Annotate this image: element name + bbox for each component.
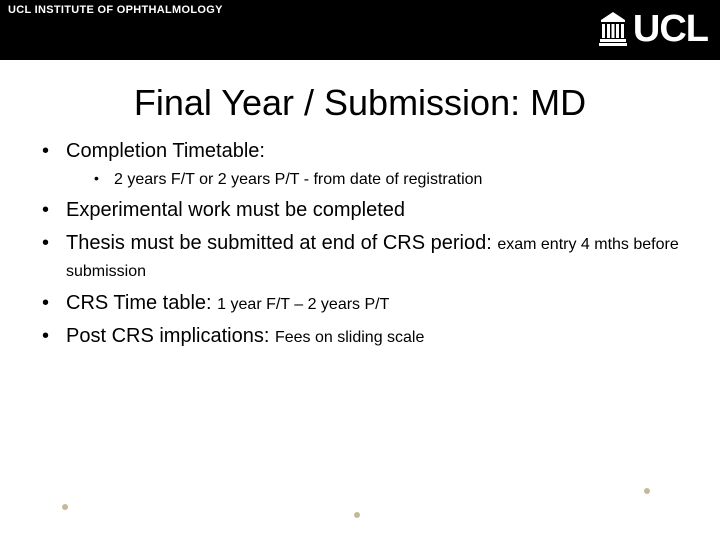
decor-dot bbox=[644, 488, 650, 494]
sub-bullet-list: 2 years F/T or 2 years P/T - from date o… bbox=[94, 169, 690, 191]
bullet-4-main: CRS Time table: bbox=[66, 292, 217, 314]
bullet-1: Completion Timetable: 2 years F/T or 2 y… bbox=[42, 138, 690, 191]
sub-bullet-1: 2 years F/T or 2 years P/T - from date o… bbox=[94, 169, 690, 191]
bullet-4-small: 1 year F/T – 2 years P/T bbox=[217, 296, 389, 313]
bullet-list: Completion Timetable: 2 years F/T or 2 y… bbox=[42, 138, 690, 350]
bullet-4: CRS Time table: 1 year F/T – 2 years P/T bbox=[42, 290, 690, 317]
bullet-5: Post CRS implications: Fees on sliding s… bbox=[42, 323, 690, 350]
bullet-1-text: Completion Timetable: bbox=[66, 140, 265, 162]
ucl-logo: UCL bbox=[599, 10, 708, 48]
portico-icon bbox=[599, 12, 627, 46]
bullet-5-main: Post CRS implications: bbox=[66, 325, 275, 347]
bullet-5-small: Fees on sliding scale bbox=[275, 329, 424, 346]
bullet-3-main: Thesis must be submitted at end of CRS p… bbox=[66, 232, 497, 254]
institute-label: UCL INSTITUTE OF OPHTHALMOLOGY bbox=[8, 4, 223, 16]
content-area: Completion Timetable: 2 years F/T or 2 y… bbox=[0, 138, 720, 350]
logo-text: UCL bbox=[633, 10, 708, 48]
header-bar: UCL INSTITUTE OF OPHTHALMOLOGY UCL bbox=[0, 0, 720, 60]
slide-title: Final Year / Submission: MD bbox=[0, 82, 720, 124]
decor-dot bbox=[354, 512, 360, 518]
bullet-2: Experimental work must be completed bbox=[42, 197, 690, 224]
bullet-3: Thesis must be submitted at end of CRS p… bbox=[42, 230, 690, 284]
decor-dot bbox=[62, 504, 68, 510]
